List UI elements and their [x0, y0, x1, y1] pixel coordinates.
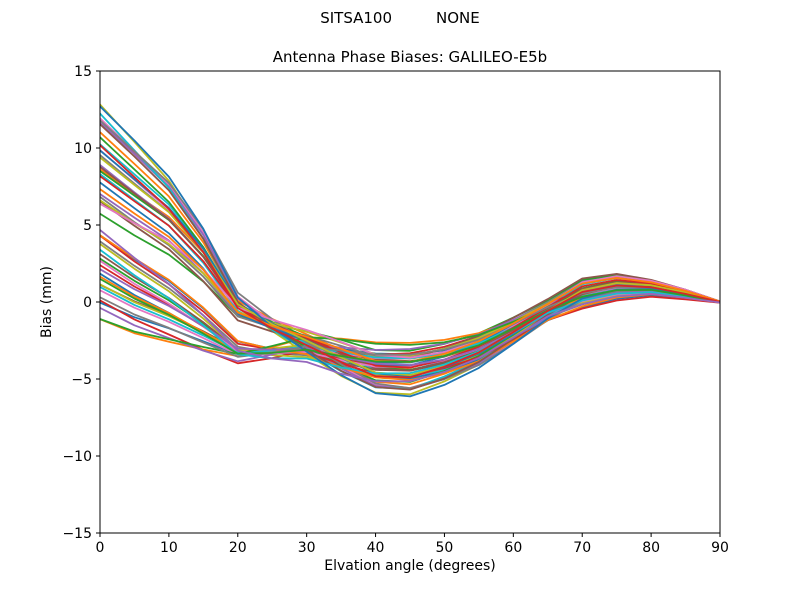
x-tick-label: 20	[229, 540, 247, 556]
x-tick-label: 50	[436, 540, 454, 556]
suptitle-station: SITSA100	[320, 9, 393, 27]
bias-series-line	[100, 234, 720, 381]
y-tick-label: 10	[74, 141, 92, 157]
y-ticks: −15 −10 −5 0 5 10 15	[62, 64, 100, 542]
x-axis-label: Elvation angle (degrees)	[324, 558, 496, 574]
y-tick-label: 15	[74, 64, 92, 80]
y-tick-label: 0	[83, 295, 92, 311]
y-tick-label: −5	[71, 372, 92, 388]
bias-series-line	[100, 165, 720, 372]
x-tick-label: 90	[711, 540, 729, 556]
x-tick-label: 0	[96, 540, 105, 556]
series-lines	[100, 103, 720, 398]
y-tick-label: 5	[83, 218, 92, 234]
suptitle-mode: NONE	[436, 9, 480, 27]
bias-series-line	[100, 248, 720, 375]
y-axis-label: Bias (mm)	[39, 265, 55, 339]
y-tick-label: −10	[62, 449, 92, 465]
bias-series-line	[100, 144, 720, 379]
bias-series-line	[100, 168, 720, 371]
bias-series-line	[100, 277, 720, 363]
y-tick-label: −15	[62, 526, 92, 542]
x-tick-label: 30	[298, 540, 316, 556]
axes-frame	[99, 70, 721, 534]
bias-series-line	[100, 175, 720, 369]
x-tick-label: 70	[573, 540, 591, 556]
x-tick-label: 80	[642, 540, 660, 556]
bias-series-line	[100, 229, 720, 383]
bias-series-line	[100, 286, 720, 358]
axes-title: Antenna Phase Biases: GALILEO-E5b	[272, 48, 548, 66]
figure-suptitle: SITSA100 NONE	[0, 10, 800, 27]
x-tick-label: 10	[160, 540, 178, 556]
x-ticks: 0 10 20 30 40 50 60 70 80 90	[96, 533, 729, 556]
x-tick-label: 40	[367, 540, 385, 556]
x-tick-label: 60	[504, 540, 522, 556]
